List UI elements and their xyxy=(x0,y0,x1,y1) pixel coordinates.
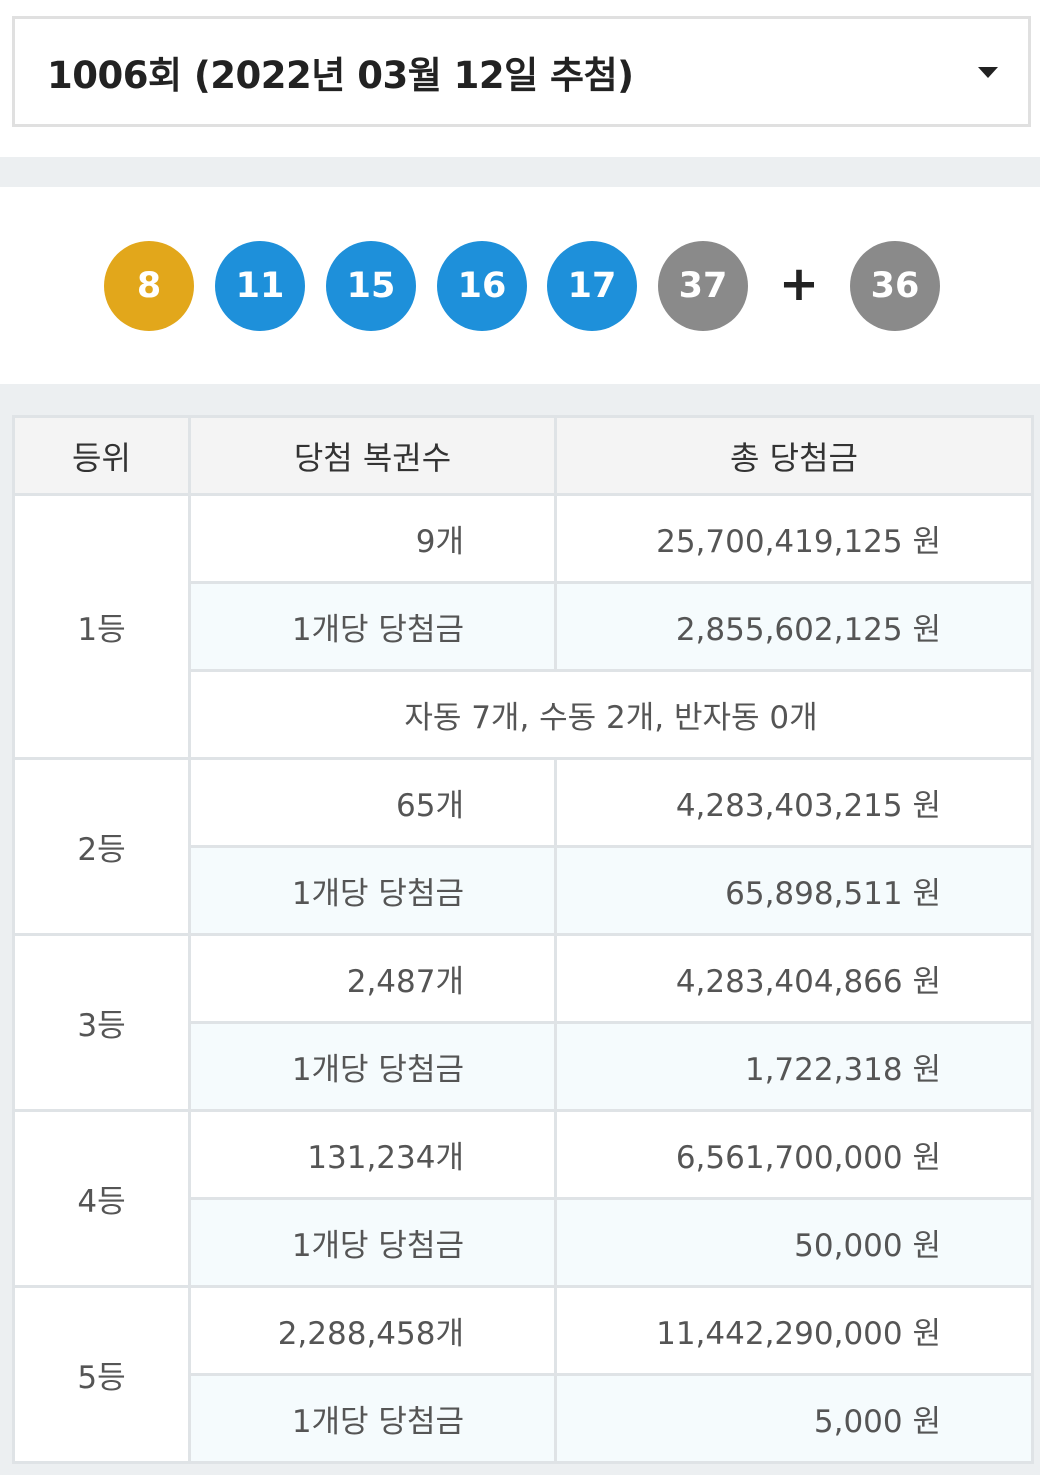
winner-count: 2,288,458개 xyxy=(188,1285,557,1376)
total-prize: 11,442,290,000 원 xyxy=(554,1285,1034,1376)
winning-ball-1: 8 xyxy=(104,241,194,331)
section-divider xyxy=(0,157,1040,187)
per-ticket-label: 1개당 당첨금 xyxy=(188,845,557,936)
winning-ball-6: 37 xyxy=(658,241,748,331)
rank-cell: 3등 xyxy=(12,933,191,1112)
header-winner-count: 당첨 복권수 xyxy=(188,415,557,496)
winning-ball-5: 17 xyxy=(547,241,637,331)
winner-count: 65개 xyxy=(188,757,557,848)
table-row: 1개당 당첨금 1,722,318 원 xyxy=(14,1021,1034,1112)
per-ticket-prize: 2,855,602,125 원 xyxy=(554,581,1034,672)
table-row: 5등 2,288,458개 11,442,290,000 원 xyxy=(12,1285,1034,1464)
total-prize: 25,700,419,125 원 xyxy=(554,493,1034,584)
draw-select-dropdown[interactable]: 1006회 (2022년 03월 12일 추첨) xyxy=(12,16,1031,127)
per-ticket-label: 1개당 당첨금 xyxy=(188,1373,557,1464)
winning-ball-3: 15 xyxy=(326,241,416,331)
rank-cell: 1등 xyxy=(12,493,191,760)
results-section: 등위 당첨 복권수 총 당첨금 1등 9개 25,700,419,125 원 1… xyxy=(0,384,1040,1475)
rank-cell: 5등 xyxy=(12,1285,191,1464)
table-row: 1개당 당첨금 65,898,511 원 xyxy=(14,845,1034,936)
draw-select-label: 1006회 (2022년 03월 12일 추첨) xyxy=(47,53,634,97)
prize-table: 등위 당첨 복권수 총 당첨금 1등 9개 25,700,419,125 원 1… xyxy=(12,415,1034,1464)
table-row: 4등 131,234개 6,561,700,000 원 xyxy=(12,1109,1034,1288)
per-ticket-label: 1개당 당첨금 xyxy=(188,1197,557,1288)
winning-ball-2: 11 xyxy=(215,241,305,331)
per-ticket-prize: 5,000 원 xyxy=(554,1373,1034,1464)
table-row: 1등 9개 25,700,419,125 원 xyxy=(12,493,1034,760)
winner-count: 2,487개 xyxy=(188,933,557,1024)
plus-icon: + xyxy=(778,256,820,312)
bonus-ball: 36 xyxy=(850,241,940,331)
total-prize: 4,283,404,866 원 xyxy=(554,933,1034,1024)
winning-numbers: 8 11 15 16 17 37 + 36 xyxy=(0,187,1040,384)
per-ticket-prize: 1,722,318 원 xyxy=(554,1021,1034,1112)
winner-count: 131,234개 xyxy=(188,1109,557,1200)
per-ticket-label: 1개당 당첨금 xyxy=(188,581,557,672)
table-row: 자동 7개, 수동 2개, 반자동 0개 xyxy=(14,669,1034,760)
rank-cell: 4등 xyxy=(12,1109,191,1288)
total-prize: 4,283,403,215 원 xyxy=(554,757,1034,848)
table-row: 2등 65개 4,283,403,215 원 xyxy=(12,757,1034,936)
table-row: 1개당 당첨금 50,000 원 xyxy=(14,1197,1034,1288)
purchase-method-breakdown: 자동 7개, 수동 2개, 반자동 0개 xyxy=(188,669,1034,760)
rank-cell: 2등 xyxy=(12,757,191,936)
table-row: 3등 2,487개 4,283,404,866 원 xyxy=(12,933,1034,1112)
per-ticket-prize: 50,000 원 xyxy=(554,1197,1034,1288)
draw-selector-area: 1006회 (2022년 03월 12일 추첨) xyxy=(0,0,1040,157)
table-row: 1개당 당첨금 5,000 원 xyxy=(14,1373,1034,1464)
table-row: 1개당 당첨금 2,855,602,125 원 xyxy=(14,581,1034,672)
header-rank: 등위 xyxy=(12,415,191,496)
header-total-prize: 총 당첨금 xyxy=(554,415,1034,496)
total-prize: 6,561,700,000 원 xyxy=(554,1109,1034,1200)
winning-ball-4: 16 xyxy=(437,241,527,331)
winner-count: 9개 xyxy=(188,493,557,584)
caret-down-icon[interactable] xyxy=(978,67,998,78)
per-ticket-prize: 65,898,511 원 xyxy=(554,845,1034,936)
table-header-row: 등위 당첨 복권수 총 당첨금 xyxy=(12,415,1034,496)
per-ticket-label: 1개당 당첨금 xyxy=(188,1021,557,1112)
